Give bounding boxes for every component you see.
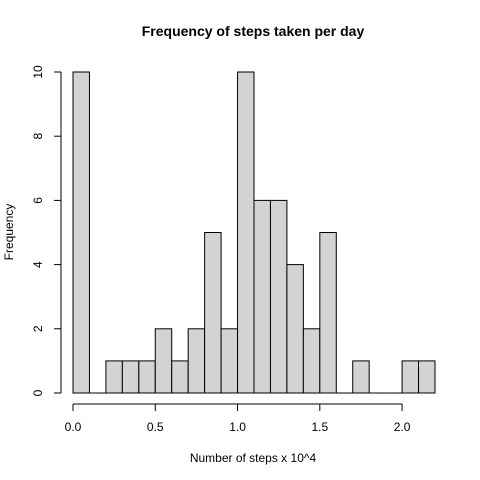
y-axis: 0 2 4 6 8 10: [31, 65, 62, 396]
histogram-bar: [237, 71, 255, 394]
histogram-bar: [253, 199, 271, 394]
histogram-bar: [319, 232, 337, 394]
histogram-bar: [220, 328, 239, 394]
histogram-bar: [187, 328, 206, 394]
histogram-bar: [269, 199, 288, 394]
x-axis: 0.0 0.5 1.0 1.5 2.0: [65, 403, 411, 434]
histogram-bar: [302, 328, 321, 394]
y-tick-label: 2: [31, 325, 45, 332]
x-tick-label: 0.5: [147, 420, 164, 434]
histogram-bar: [138, 360, 156, 394]
histogram-bar: [105, 360, 123, 394]
x-axis-label: Number of steps x 10^4: [190, 451, 317, 465]
x-tick-label: 0.0: [65, 420, 82, 434]
y-axis-label: Frequency: [2, 204, 16, 261]
histogram-bar: [401, 360, 420, 394]
histogram-bar: [418, 360, 436, 394]
y-tick-label: 6: [31, 197, 45, 204]
x-tick-label: 2.0: [394, 420, 411, 434]
bars-group: [72, 71, 436, 394]
y-tick-label: 4: [31, 261, 45, 268]
histogram-bar: [121, 360, 140, 394]
histogram-bar: [72, 71, 90, 394]
histogram-bar: [352, 360, 370, 394]
histogram-bar: [286, 264, 304, 394]
histogram-bar: [171, 360, 189, 394]
y-tick-label: 0: [31, 389, 45, 396]
chart-title: Frequency of steps taken per day: [142, 23, 365, 39]
histogram-bar: [204, 232, 222, 394]
y-tick-label: 8: [31, 133, 45, 140]
histogram-bar: [154, 328, 173, 394]
y-tick-label: 10: [31, 65, 45, 79]
x-tick-label: 1.5: [311, 420, 328, 434]
x-tick-label: 1.0: [229, 420, 246, 434]
